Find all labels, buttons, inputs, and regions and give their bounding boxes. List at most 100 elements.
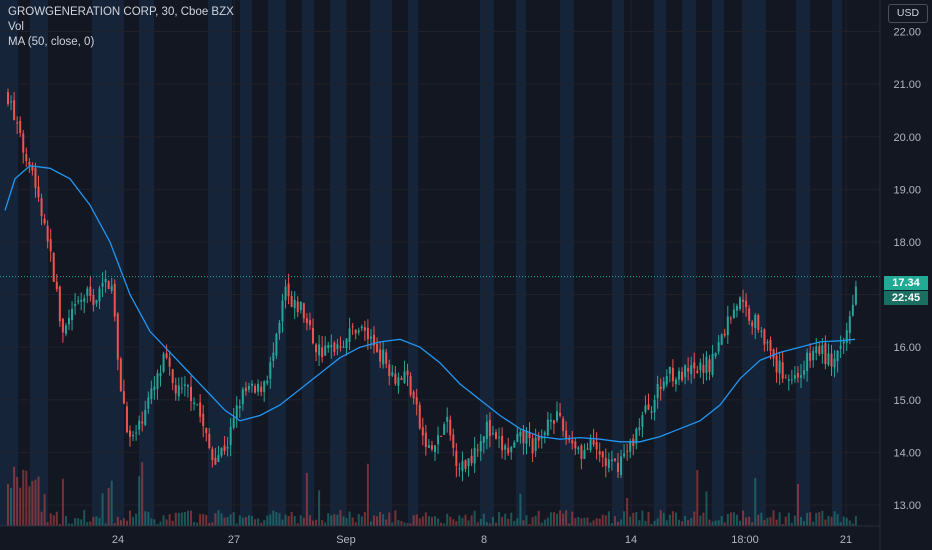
volume-bar <box>257 518 260 526</box>
volume-bar <box>16 477 19 526</box>
session-band <box>612 0 624 526</box>
volume-bar <box>781 523 784 526</box>
volume-bar <box>43 494 46 526</box>
candle-body <box>726 316 729 336</box>
session-band <box>139 0 154 526</box>
candle-body <box>620 456 623 475</box>
candle-body <box>89 286 92 297</box>
volume-bar <box>757 514 760 526</box>
volume-bar <box>406 523 409 526</box>
volume-bar <box>577 517 580 526</box>
volume-bar <box>510 512 513 526</box>
volume-bar <box>760 512 763 526</box>
candle-body <box>302 303 305 319</box>
session-band <box>712 0 724 526</box>
volume-bar <box>412 515 415 526</box>
volume-bar <box>504 513 507 526</box>
candle-body <box>403 371 406 383</box>
volume-bar <box>766 517 769 526</box>
candle-body <box>116 313 119 360</box>
volume-bar <box>427 516 430 526</box>
candle-body <box>571 440 574 444</box>
candle-body <box>397 377 400 386</box>
legend-moving-average[interactable]: MA (50, close, 0) <box>8 36 95 48</box>
volume-bar <box>671 511 674 526</box>
volume-bar <box>613 516 616 526</box>
volume-bar <box>650 523 653 526</box>
candle-body <box>80 299 83 302</box>
price-tick-label: 21.00 <box>893 79 921 91</box>
candle-body <box>690 365 693 375</box>
volume-bar <box>540 522 543 526</box>
volume-bar <box>83 510 86 526</box>
candle-body <box>190 386 192 401</box>
candle-body <box>440 435 443 437</box>
candle-body <box>656 383 659 399</box>
candle-body <box>687 368 690 372</box>
candle-body <box>153 386 156 391</box>
candle-body <box>34 168 37 188</box>
volume-bar <box>796 483 799 526</box>
candle-body <box>671 367 674 382</box>
candle-body <box>324 345 327 356</box>
volume-bar <box>373 515 375 526</box>
volume-bar <box>653 520 656 526</box>
volume-bar <box>598 518 601 526</box>
volume-bar <box>684 516 687 526</box>
volume-bar <box>269 514 272 526</box>
volume-bar <box>604 515 607 526</box>
candle-body <box>793 375 796 379</box>
volume-bar <box>92 516 95 526</box>
volume-bar <box>665 520 668 526</box>
volume-bar <box>778 512 781 526</box>
volume-bar <box>754 478 757 526</box>
candle-body <box>488 419 491 437</box>
candle-body <box>266 380 269 384</box>
candle-body <box>376 343 379 353</box>
candle-body <box>345 338 348 349</box>
volume-bar <box>458 515 461 526</box>
candle-body <box>348 328 351 342</box>
candle-body <box>74 304 77 306</box>
candle-body <box>263 381 266 393</box>
volume-bar <box>632 512 635 526</box>
candle-body <box>110 285 113 291</box>
candle-body <box>159 373 162 377</box>
candle-body <box>272 352 275 361</box>
volume-bar <box>104 523 107 526</box>
volume-bar <box>617 521 619 526</box>
candle-body <box>745 300 748 308</box>
volume-bar <box>546 517 549 526</box>
legend-symbol[interactable]: GROWGENERATION CORP, 30, Cboe BZX <box>8 6 234 18</box>
volume-bar <box>229 514 232 526</box>
volume-bar <box>202 514 205 526</box>
candle-body <box>732 309 735 318</box>
candle-body <box>674 379 677 385</box>
volume-bar <box>473 510 476 526</box>
volume-bar <box>455 521 458 526</box>
candle-body <box>449 419 452 436</box>
volume-bar <box>382 514 385 526</box>
candle-body <box>854 286 857 305</box>
candle-body <box>37 186 40 198</box>
time-tick-label: Sep <box>336 534 356 546</box>
candle-body <box>717 342 720 352</box>
candle-body <box>623 453 626 457</box>
volume-bar <box>330 515 333 526</box>
candle-body <box>147 397 150 409</box>
volume-bar <box>516 518 519 526</box>
chart-legend: GROWGENERATION CORP, 30, Cboe BZX Vol MA… <box>8 5 234 50</box>
volume-bar <box>848 520 851 526</box>
candle-body <box>580 445 583 459</box>
candle-body <box>363 327 366 331</box>
volume-bar <box>674 512 677 526</box>
volume-bar <box>827 515 830 526</box>
legend-volume[interactable]: Vol <box>8 21 24 33</box>
currency-button[interactable]: USD <box>888 4 928 23</box>
volume-bar <box>333 514 336 526</box>
candle-body <box>333 342 336 352</box>
candle-body <box>379 349 382 362</box>
volume-bar <box>135 513 138 526</box>
volume-bar <box>424 512 427 526</box>
